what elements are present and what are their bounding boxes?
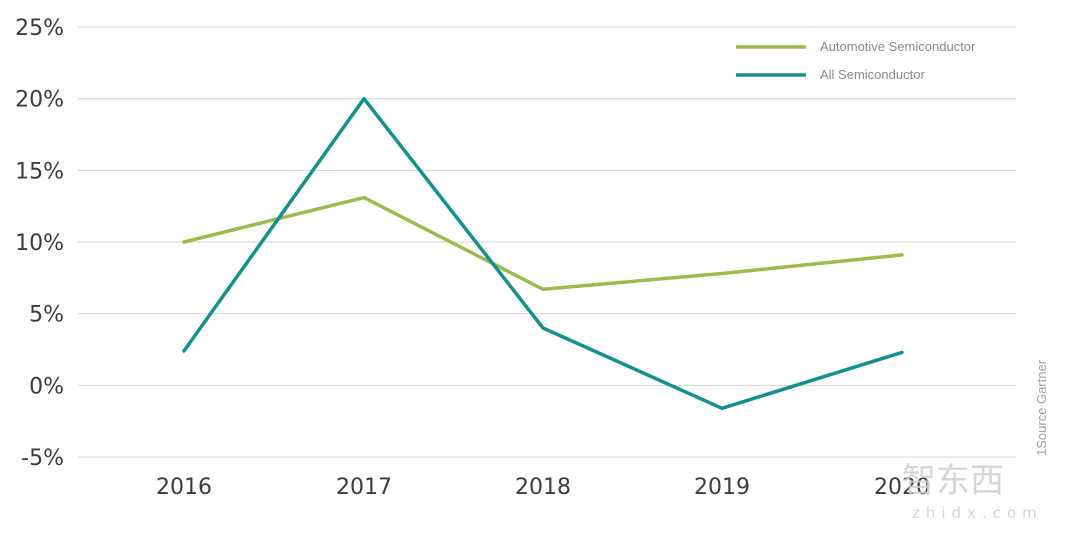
- y-tick-label: 25%: [15, 16, 64, 41]
- watermark-logo: 智东西: [902, 461, 1004, 501]
- y-tick-label: 0%: [29, 374, 64, 399]
- y-tick-label: 15%: [15, 159, 64, 184]
- legend-label-all: All Semiconductor: [820, 67, 925, 82]
- source-label: 1Source Gartner: [1034, 359, 1049, 456]
- series-line-all: [182, 96, 904, 411]
- series-line-automotive: [182, 195, 904, 292]
- y-tick-label: 20%: [15, 88, 64, 113]
- x-tick-label: 2019: [694, 475, 750, 500]
- x-tick-label: 2020: [874, 475, 930, 500]
- x-tick-label: 2018: [515, 475, 571, 500]
- x-tick-label: 2016: [156, 475, 212, 500]
- y-tick-label: -5%: [21, 446, 64, 471]
- y-axis-ticks: 25% 20% 15% 10% 5% 0% -5%: [15, 16, 64, 471]
- series-lines: [182, 96, 904, 411]
- legend-label-automotive: Automotive Semiconductor: [820, 39, 976, 54]
- x-axis-ticks: 2016 2017 2018 2019 2020: [156, 475, 930, 500]
- y-tick-label: 5%: [29, 303, 64, 328]
- y-tick-label: 10%: [15, 231, 64, 256]
- watermark: 智东西 zhidx.com: [902, 461, 1043, 522]
- x-tick-label: 2017: [336, 475, 392, 500]
- legend: Automotive Semiconductor All Semiconduct…: [736, 39, 976, 82]
- watermark-url: zhidx.com: [912, 504, 1043, 522]
- grid-lines: [78, 26, 1016, 458]
